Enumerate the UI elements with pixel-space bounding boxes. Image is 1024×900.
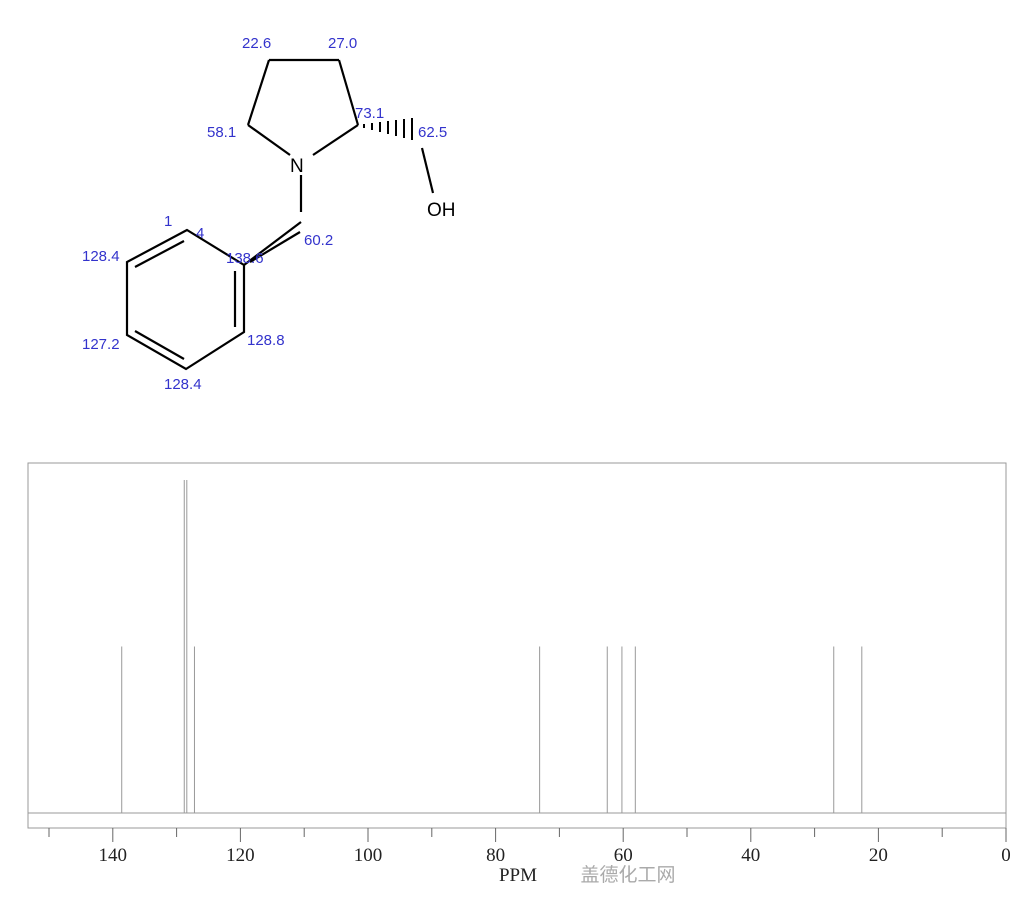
shift-labels: 22.6 27.0 58.1 73.1 62.5 1 4 138.6 60.2 …: [82, 35, 447, 393]
bond: [420, 147, 435, 194]
bond: [312, 124, 359, 156]
x-tick-label: 120: [226, 845, 255, 866]
shift-label: 128.4: [82, 248, 120, 265]
shift-label: 4: [196, 225, 204, 242]
shift-label: 1: [164, 213, 172, 230]
shift-label: 138.6: [226, 250, 264, 267]
atom-nitrogen: N: [290, 156, 304, 177]
bond: [249, 231, 301, 263]
shift-label: 22.6: [242, 35, 271, 52]
atom-hydroxyl: OH: [427, 200, 456, 221]
x-axis-label: PPM: [499, 865, 537, 886]
x-tick-label: 140: [99, 845, 128, 866]
bond: [243, 221, 302, 266]
shift-label: 58.1: [207, 124, 236, 141]
molecule-structure: [125, 58, 435, 371]
plot-frame: [27, 462, 1007, 829]
shift-label: 127.2: [82, 336, 120, 353]
bond: [337, 59, 360, 126]
bond: [134, 330, 185, 360]
bond: [134, 240, 185, 268]
x-tick-label: 40: [741, 845, 760, 866]
x-tick-label: 0: [1001, 845, 1011, 866]
hashed-wedge-bond: [363, 118, 413, 140]
watermark: 盖德化工网: [580, 864, 675, 886]
shift-label: 128.8: [247, 332, 285, 349]
bond: [246, 59, 271, 126]
x-tick-label: 20: [869, 845, 888, 866]
bond: [247, 124, 291, 156]
x-tick-label: 80: [486, 845, 505, 866]
benzene-ring: [125, 228, 246, 371]
x-axis: 140 120 100 80 60 40 20 0: [28, 827, 1011, 866]
shift-label: 73.1: [355, 105, 384, 122]
shift-label: 60.2: [304, 232, 333, 249]
peaks: [121, 480, 863, 813]
shift-label: 128.4: [164, 376, 202, 393]
x-tick-label: 60: [614, 845, 633, 866]
shift-label: 62.5: [418, 124, 447, 141]
shift-label: 27.0: [328, 35, 357, 52]
x-tick-label: 100: [354, 845, 383, 866]
